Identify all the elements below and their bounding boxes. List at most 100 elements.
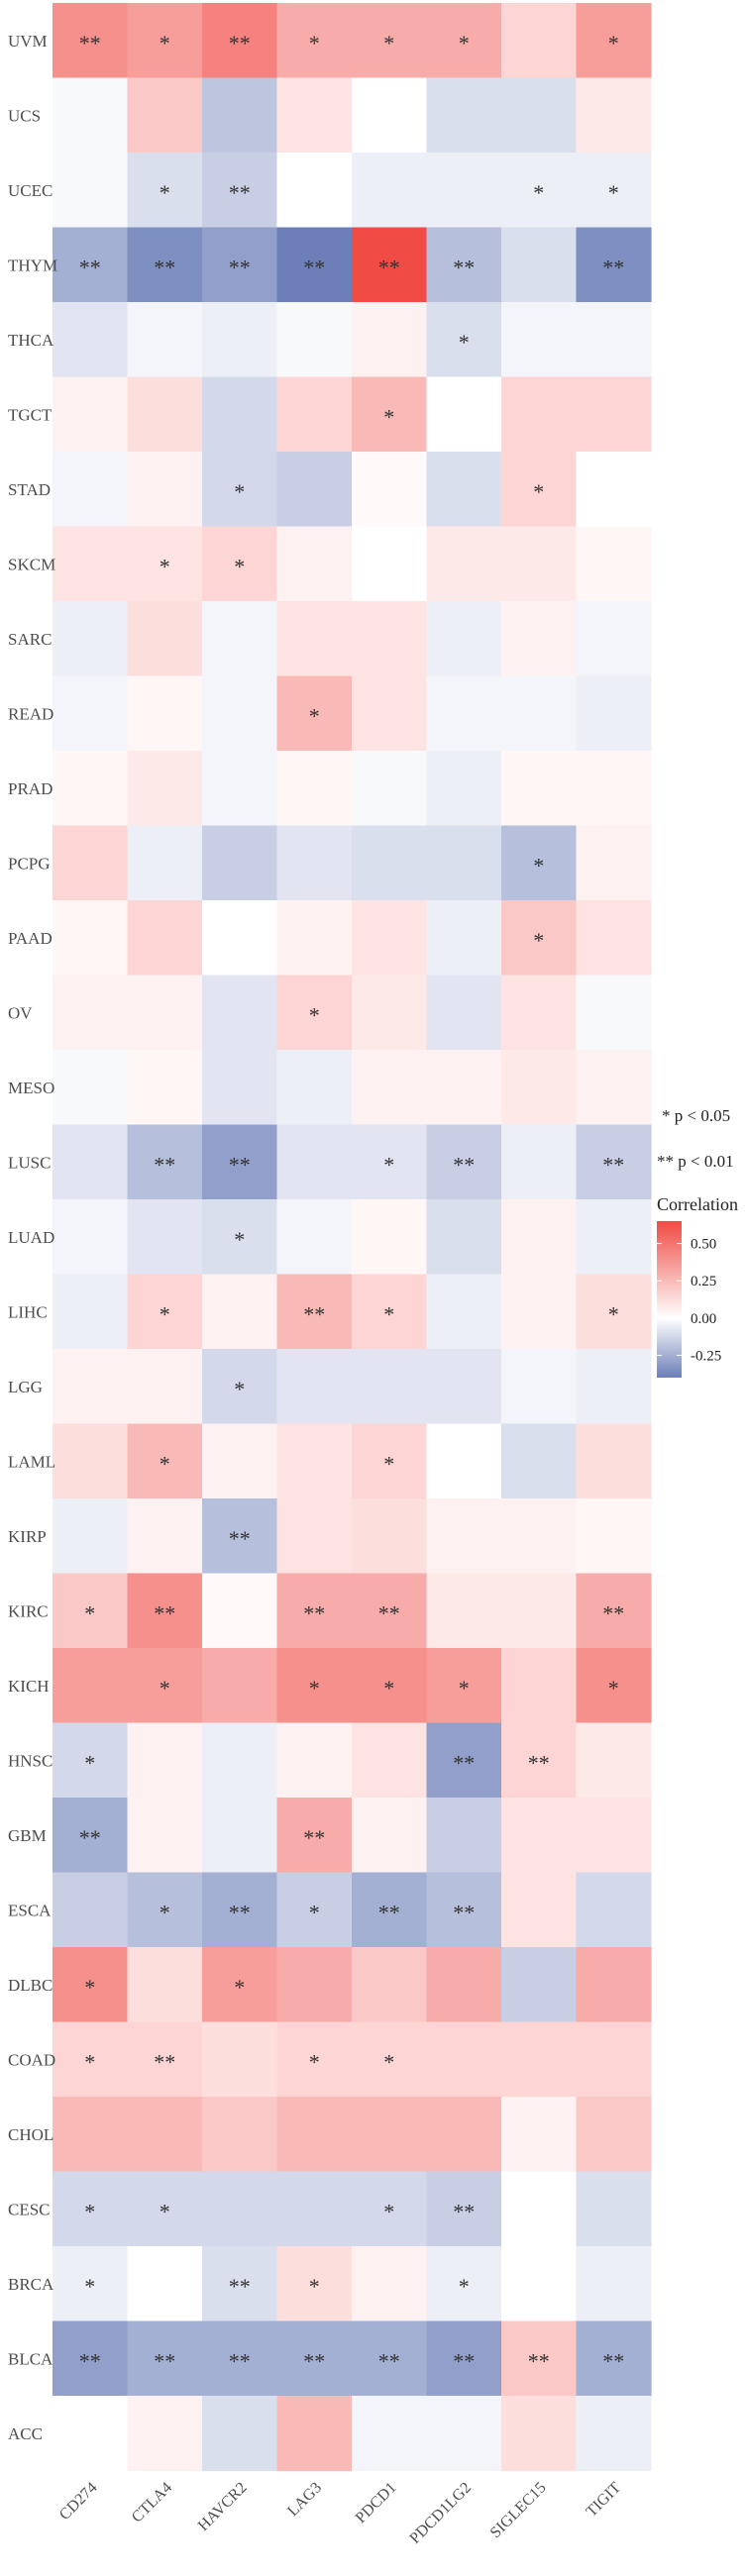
cell-BRCA-CTLA4 [127, 2246, 203, 2322]
sig-mark-UVM-LAG3: * [309, 31, 320, 55]
cell-GBM-PDCD1LG2 [426, 1798, 502, 1874]
sig-mark-LUAD-HAVCR2: * [234, 1227, 245, 1252]
sig-mark-KICH-LAG3: * [309, 1676, 320, 1700]
cell-PCPG-SIGLEC15 [501, 825, 578, 901]
y-axis-tick-labels: UVM UCS UCEC THYM THCA TGCT STAD SKCM SARC READ PR… [8, 32, 57, 2443]
cell-LGG-TIGIT [576, 1349, 652, 1425]
y-tick-LIHC: LIHC [8, 1302, 48, 1321]
sig-mark-LIHC-CTLA4: * [160, 1301, 170, 1326]
cell-HNSC-LAG3 [276, 1722, 353, 1799]
cell-THYM-SIGLEC15 [501, 227, 578, 303]
sig-mark-GBM-CD274: ** [79, 1825, 101, 1850]
cell-BLCA-SIGLEC15 [501, 2320, 578, 2397]
cell-LIHC-PDCD1LG2 [426, 1274, 502, 1350]
cell-HNSC-PDCD1LG2 [426, 1722, 502, 1799]
sig-mark-BLCA-CTLA4: ** [154, 2348, 175, 2373]
cell-THCA-LAG3 [276, 302, 353, 378]
cell-LIHC-HAVCR2 [202, 1274, 278, 1350]
cell-TGCT-CTLA4 [127, 376, 203, 453]
cell-ACC-PDCD1LG2 [426, 2396, 502, 2472]
cell-STAD-CTLA4 [127, 452, 203, 528]
y-tick-CESC: CESC [8, 2200, 51, 2218]
cell-BLCA-LAG3 [276, 2320, 353, 2397]
cell-UCEC-PDCD1 [352, 153, 428, 229]
cell-SARC-PDCD1 [352, 601, 428, 677]
cell-KIRP-LAG3 [276, 1498, 353, 1575]
sig-mark-TGCT-PDCD1: * [383, 404, 394, 429]
sig-mark-BLCA-SIGLEC15: ** [528, 2348, 550, 2373]
cell-COAD-CTLA4 [127, 2021, 203, 2098]
cell-CESC-TIGIT [576, 2171, 652, 2247]
cell-LUSC-CTLA4 [127, 1124, 203, 1200]
cell-UCS-TIGIT [576, 77, 652, 154]
x-tick-CD274: CD274 [56, 2479, 101, 2524]
sig-mark-BLCA-LAG3: ** [303, 2348, 325, 2373]
sig-mark-LIHC-LAG3: ** [303, 1301, 325, 1326]
cell-TGCT-LAG3 [276, 376, 353, 453]
y-tick-READ: READ [8, 704, 53, 723]
sig-mark-UVM-PDCD1LG2: * [459, 31, 470, 55]
cell-THYM-CTLA4 [127, 227, 203, 303]
cell-BRCA-LAG3 [276, 2246, 353, 2322]
cell-LUSC-PDCD1 [352, 1124, 428, 1200]
sig-mark-KIRC-CD274: * [84, 1600, 95, 1625]
cell-UVM-SIGLEC15 [501, 3, 578, 79]
cell-THCA-PDCD1LG2 [426, 302, 502, 378]
colorbar-ticks: 0.50 0.25 0.00 -0.25 [657, 1237, 721, 1364]
sig-mark-KICH-PDCD1: * [383, 1676, 394, 1700]
cell-STAD-LAG3 [276, 452, 353, 528]
cell-KIRC-HAVCR2 [202, 1573, 278, 1649]
sig-mark-UCEC-HAVCR2: ** [229, 180, 251, 205]
x-axis-tick-labels: CD274 CTLA4 HAVCR2 LAG3 PDCD1 PDCD1LG2 SIGLEC1… [56, 2479, 624, 2547]
cell-HNSC-PDCD1 [352, 1722, 428, 1799]
cell-LGG-LAG3 [276, 1349, 353, 1425]
cell-ESCA-CTLA4 [127, 1872, 203, 1948]
cell-SKCM-CTLA4 [127, 526, 203, 602]
cell-COAD-HAVCR2 [202, 2021, 278, 2098]
cell-KIRC-CTLA4 [127, 1573, 203, 1649]
cell-UVM-PDCD1LG2 [426, 3, 502, 79]
cell-LAML-CD274 [53, 1423, 129, 1499]
cell-UVM-HAVCR2 [202, 3, 278, 79]
cell-PCPG-TIGIT [576, 825, 652, 901]
cell-DLBC-CD274 [53, 1947, 129, 2023]
cell-UVM-PDCD1 [352, 3, 428, 79]
cell-PAAD-SIGLEC15 [501, 900, 578, 977]
cell-ESCA-HAVCR2 [202, 1872, 278, 1948]
cell-DLBC-PDCD1 [352, 1947, 428, 2023]
cell-LAML-PDCD1LG2 [426, 1423, 502, 1499]
cell-BLCA-CD274 [53, 2320, 129, 2397]
sig-mark-LUSC-CTLA4: ** [154, 1152, 175, 1177]
cell-PRAD-PDCD1 [352, 751, 428, 827]
sig-mark-LUSC-PDCD1LG2: ** [453, 1152, 475, 1177]
cell-KIRC-LAG3 [276, 1573, 353, 1649]
sig-mark-THYM-TIGIT: ** [602, 255, 624, 279]
cell-ESCA-LAG3 [276, 1872, 353, 1948]
cell-GBM-CTLA4 [127, 1798, 203, 1874]
cell-THCA-CTLA4 [127, 302, 203, 378]
cell-CESC-SIGLEC15 [501, 2171, 578, 2247]
sig-mark-LUSC-TIGIT: ** [602, 1152, 624, 1177]
sig-mark-LIHC-PDCD1: * [383, 1301, 394, 1326]
sig-mark-THYM-HAVCR2: ** [229, 255, 251, 279]
cell-CHOL-PDCD1 [352, 2097, 428, 2173]
cell-LIHC-SIGLEC15 [501, 1274, 578, 1350]
cell-MESO-LAG3 [276, 1050, 353, 1126]
cell-LAML-SIGLEC15 [501, 1423, 578, 1499]
colorbar [657, 1221, 682, 1378]
cell-OV-LAG3 [276, 975, 353, 1051]
cell-KIRC-TIGIT [576, 1573, 652, 1649]
sig-mark-CESC-CTLA4: * [160, 2199, 170, 2223]
sig-mark-THCA-PDCD1LG2: * [459, 330, 470, 355]
cell-GBM-TIGIT [576, 1798, 652, 1874]
cell-GBM-SIGLEC15 [501, 1798, 578, 1874]
cell-UVM-TIGIT [576, 3, 652, 79]
cell-COAD-PDCD1LG2 [426, 2021, 502, 2098]
cell-LGG-CD274 [53, 1349, 129, 1425]
cell-ESCA-PDCD1 [352, 1872, 428, 1948]
sig-mark-UVM-CTLA4: * [160, 31, 170, 55]
cell-GBM-HAVCR2 [202, 1798, 278, 1874]
sig-mark-READ-LAG3: * [309, 703, 320, 728]
cell-THYM-PDCD1 [352, 227, 428, 303]
cell-BLCA-PDCD1LG2 [426, 2320, 502, 2397]
